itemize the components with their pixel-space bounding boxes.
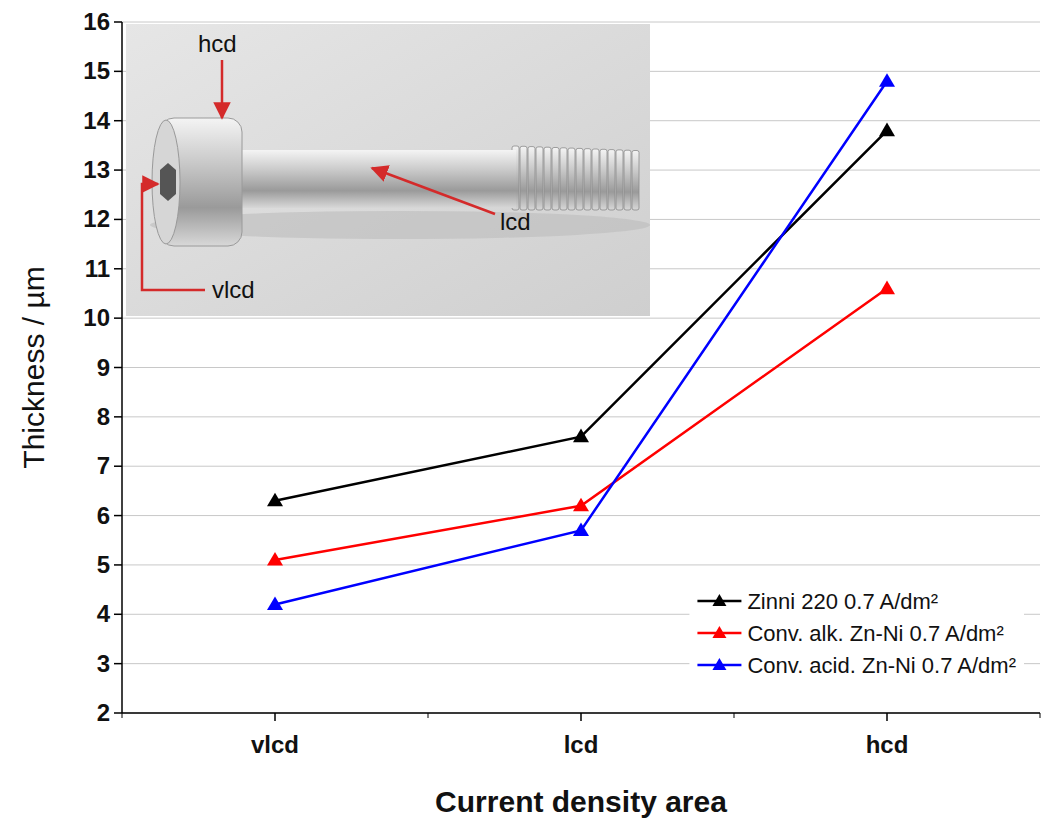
y-tick xyxy=(114,71,122,73)
thread xyxy=(552,148,559,211)
x-tick-label: lcd xyxy=(564,731,599,758)
y-tick xyxy=(114,515,122,517)
y-tick-label: 9 xyxy=(97,354,110,381)
legend-label: Conv. acid. Zn-Ni 0.7 A/dm² xyxy=(747,653,1016,678)
thread xyxy=(536,147,543,210)
y-tick xyxy=(114,712,122,714)
chart: 2 3 4 5 6 7 8 9 10 11 12 13 14 15 16 vlcd lcd hcd Current … xyxy=(0,0,1052,832)
thread xyxy=(608,150,615,210)
point xyxy=(573,522,589,536)
y-tick xyxy=(114,416,122,418)
grid-line xyxy=(122,515,1040,516)
y-tick-label: 8 xyxy=(97,403,110,430)
y-tick-label: 12 xyxy=(83,205,110,232)
y-tick-label: 16 xyxy=(83,8,110,35)
legend-label: Zinni 220 0.7 A/dm² xyxy=(747,589,938,614)
x-minor-tick xyxy=(734,713,735,718)
y-tick xyxy=(114,663,122,665)
legend-background xyxy=(689,581,1024,685)
thread xyxy=(576,148,583,210)
y-tick-label: 15 xyxy=(83,57,110,84)
thread xyxy=(520,146,527,210)
legend-marker xyxy=(712,594,726,606)
x-minor-tick xyxy=(428,713,429,718)
annotation-arrow xyxy=(221,60,224,118)
x-axis-title: Current density area xyxy=(435,785,727,818)
point xyxy=(573,498,589,512)
x-tick xyxy=(580,713,582,721)
y-tick xyxy=(114,564,122,566)
y-tick-label: 4 xyxy=(97,600,111,627)
x-tick xyxy=(886,713,888,721)
point xyxy=(879,123,895,137)
y-tick xyxy=(114,614,122,616)
y-tick-label: 14 xyxy=(83,107,110,134)
y-tick-label: 13 xyxy=(83,156,110,183)
thread xyxy=(584,149,591,210)
series-line xyxy=(275,289,887,560)
head-face xyxy=(152,120,180,244)
grid-line xyxy=(122,564,1040,565)
inset-photo: hcd lcd vlcd xyxy=(126,24,650,316)
grid-line xyxy=(122,466,1040,467)
point xyxy=(573,429,589,443)
y-tick xyxy=(114,21,122,23)
legend: Zinni 220 0.7 A/dm² Conv. alk. Zn-Ni 0.7 … xyxy=(689,581,1024,685)
point xyxy=(267,596,283,610)
annotation-arrow xyxy=(372,168,495,214)
point xyxy=(267,552,283,566)
y-tick xyxy=(114,268,122,270)
legend-marker xyxy=(712,658,726,670)
x-minor-tick xyxy=(1040,713,1041,718)
x-tick xyxy=(274,713,276,721)
point xyxy=(879,73,895,87)
legend-label: Conv. alk. Zn-Ni 0.7 A/dm² xyxy=(747,621,1003,646)
y-tick-label: 7 xyxy=(97,452,110,479)
thread xyxy=(528,147,535,210)
x-tick-label: vlcd xyxy=(251,731,299,758)
inset-background xyxy=(126,24,650,316)
y-tick xyxy=(114,120,122,122)
thread xyxy=(632,151,639,211)
point xyxy=(267,493,283,507)
y-tick-label: 3 xyxy=(97,650,110,677)
thread xyxy=(560,148,567,210)
y-tick-label: 10 xyxy=(83,304,110,331)
grid-line xyxy=(122,318,1040,319)
y-tick-label: 5 xyxy=(97,551,110,578)
grid-line xyxy=(122,416,1040,417)
y-tick xyxy=(114,465,122,467)
shank xyxy=(236,150,516,208)
y-tick xyxy=(114,169,122,171)
thread xyxy=(592,149,599,210)
y-tick xyxy=(114,219,122,221)
y-tick-label: 6 xyxy=(97,502,110,529)
thread xyxy=(624,150,631,210)
grid-line xyxy=(122,367,1040,368)
y-tick-label: 11 xyxy=(85,255,110,282)
annotation: vlcd xyxy=(212,276,255,303)
y-tick xyxy=(114,367,122,369)
legend-marker xyxy=(712,626,726,638)
hex-socket xyxy=(160,163,176,201)
thread xyxy=(544,147,551,210)
annotation: lcd xyxy=(500,208,531,235)
series-line xyxy=(275,131,887,501)
grid-line xyxy=(122,22,1040,23)
annotation-arrow xyxy=(142,184,205,290)
y-tick-label: 2 xyxy=(97,699,110,726)
y-tick xyxy=(114,317,122,319)
y-axis-title: Thickness / µm xyxy=(17,266,50,468)
x-minor-tick xyxy=(122,713,123,718)
series-line xyxy=(275,81,887,604)
thread xyxy=(616,150,623,210)
thread xyxy=(600,149,607,210)
plot-area xyxy=(267,73,895,610)
x-tick-label: hcd xyxy=(866,731,909,758)
point xyxy=(879,281,895,295)
annotation: hcd xyxy=(198,30,237,57)
thread xyxy=(568,148,575,210)
